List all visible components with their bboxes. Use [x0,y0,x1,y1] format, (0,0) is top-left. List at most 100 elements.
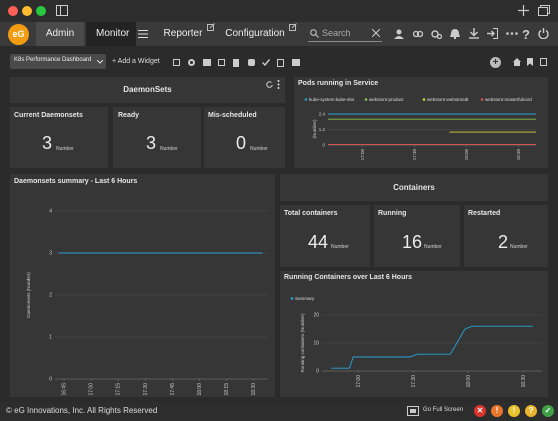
x-tick-label: 17:30 [143,383,149,396]
copy-icon[interactable] [218,59,225,66]
layout-icon[interactable] [173,59,180,66]
tile-value: 3 [146,133,157,153]
y-tick-label: 0 [322,143,325,148]
tile-label: Running [378,210,407,217]
chevron-down-icon [97,60,103,64]
total-containers-tile[interactable]: Total containers 44 Number [280,205,370,267]
top-navigation: eG Admin Monitor Reporter Configuration … [0,22,558,46]
y-tick-label: 0 [316,369,319,375]
search-input[interactable]: Search [322,28,351,38]
new-tab-icon[interactable] [518,5,529,16]
major-alarm-icon[interactable]: ! [491,405,503,417]
user-icon[interactable] [394,29,404,39]
current-daemonsets-tile[interactable]: Current Daemonsets 3 Number [10,107,108,168]
bell-icon[interactable] [450,28,460,39]
power-icon[interactable] [538,28,549,39]
tile-unit: Number [160,146,178,152]
full-screen-button[interactable]: Go Full Screen [423,407,464,413]
tab-monitor[interactable]: Monitor [86,22,136,46]
window-titlebar [0,0,558,22]
unknown-status-icon[interactable]: ? [525,405,537,417]
y-axis-label: Daemonsets (Number) [26,272,31,318]
minimize-window-button[interactable] [22,6,32,16]
tab-reporter[interactable]: Reporter [163,28,203,39]
menu-icon[interactable] [138,30,148,38]
footer: © eG Innovations, Inc. All Rights Reserv… [0,402,558,421]
help-icon[interactable]: ? [522,27,530,42]
external-link-icon [289,23,297,31]
y-tick-label: 2 [49,293,52,299]
dashboard-selector[interactable]: K8s Performance Dashboard [10,54,106,69]
sidebar-toggle-icon[interactable] [56,5,68,16]
tile-unit: Number [250,146,268,152]
x-tick-label: 18:30 [521,375,527,388]
restarted-tile[interactable]: Restarted 2 Number [464,205,548,267]
save-icon[interactable] [248,59,255,66]
y-tick-label: 2.4 [319,112,326,117]
legend-marker [480,98,484,101]
tile-unit: Number [56,146,74,152]
tile-label: Total containers [284,210,338,217]
tab-admin[interactable]: Admin [36,22,84,46]
zoom-window-button[interactable] [36,6,46,16]
y-axis-label: Running containers (Number) [300,313,305,373]
tab-overview-icon[interactable] [538,5,550,16]
x-tick-label: 17:45 [170,383,176,396]
normal-status-icon[interactable]: ✓ [542,405,554,417]
y-tick-label: 20 [313,313,319,319]
search-box[interactable]: Search [308,26,382,42]
running-tile[interactable]: Running 16 Number [374,205,460,267]
x-tick-label: 16:45 [62,383,68,396]
x-tick-label: 18:30 [251,383,257,396]
x-tick-label: 18:15 [224,383,230,396]
clear-search-icon[interactable] [372,29,380,37]
running-containers-chart-panel: Running Containers over Last 6 Hours Sum… [280,271,548,397]
daemonsets-title: DaemonSets [123,85,172,94]
home-icon[interactable] [513,58,521,66]
add-widget-button[interactable]: + Add a Widget [112,58,160,65]
more-icon[interactable] [506,32,518,35]
legend-marker [304,98,308,101]
tile-label: Ready [118,112,140,119]
pods-running-chart: kube-system:kube-dns webstore:product webs… [304,97,536,160]
full-screen-icon[interactable] [407,406,419,416]
link-icon[interactable] [413,29,423,39]
chart-title: Daemonsets summary - Last 6 Hours [14,178,138,185]
tile-label: Restarted [468,210,501,217]
chart-title: Pods running in Service [298,80,379,87]
legend-marker [364,98,368,101]
critical-alarm-icon[interactable]: ✕ [474,405,486,417]
add-circle-icon[interactable]: + [490,57,501,68]
refresh-icon[interactable] [266,81,273,88]
delete-icon[interactable] [233,59,239,67]
x-tick-label: 17:15 [116,383,122,396]
containers-title: Containers [393,183,435,192]
more-vertical-icon[interactable] [277,80,280,89]
pods-running-chart-panel: Pods running in Service kube-system:kube… [294,77,548,168]
eg-logo[interactable]: eG [8,24,29,45]
tile-label: Current Daemonsets [14,112,83,119]
x-tick-label: 17:00 [89,383,95,396]
grid-icon[interactable] [540,58,547,66]
settings-icon[interactable] [188,59,195,66]
y-tick-label: 1.2 [319,127,326,132]
export-icon[interactable] [292,59,300,66]
mis-scheduled-tile[interactable]: Mis-scheduled 0 Number [204,107,285,168]
image-icon[interactable] [203,59,211,66]
bookmark-icon[interactable] [527,58,533,66]
dashboard-name: K8s Performance Dashboard [14,57,92,63]
legend-entry: webstore:webstoredt [427,97,469,102]
close-window-button[interactable] [8,6,18,16]
y-tick-label: 3 [49,251,52,257]
edit-icon[interactable] [277,59,284,67]
sign-in-icon[interactable] [487,28,498,39]
legend-entry: kube-system:kube-dns [309,97,355,102]
minor-alarm-icon[interactable]: ! [508,405,520,417]
download-icon[interactable] [469,28,479,39]
settings-icon[interactable] [431,29,442,39]
check-icon[interactable] [262,59,270,66]
tab-configuration[interactable]: Configuration [225,28,285,39]
series-line [331,325,533,369]
y-axis-label: (Number) [312,119,317,139]
ready-tile[interactable]: Ready 3 Number [113,107,201,168]
